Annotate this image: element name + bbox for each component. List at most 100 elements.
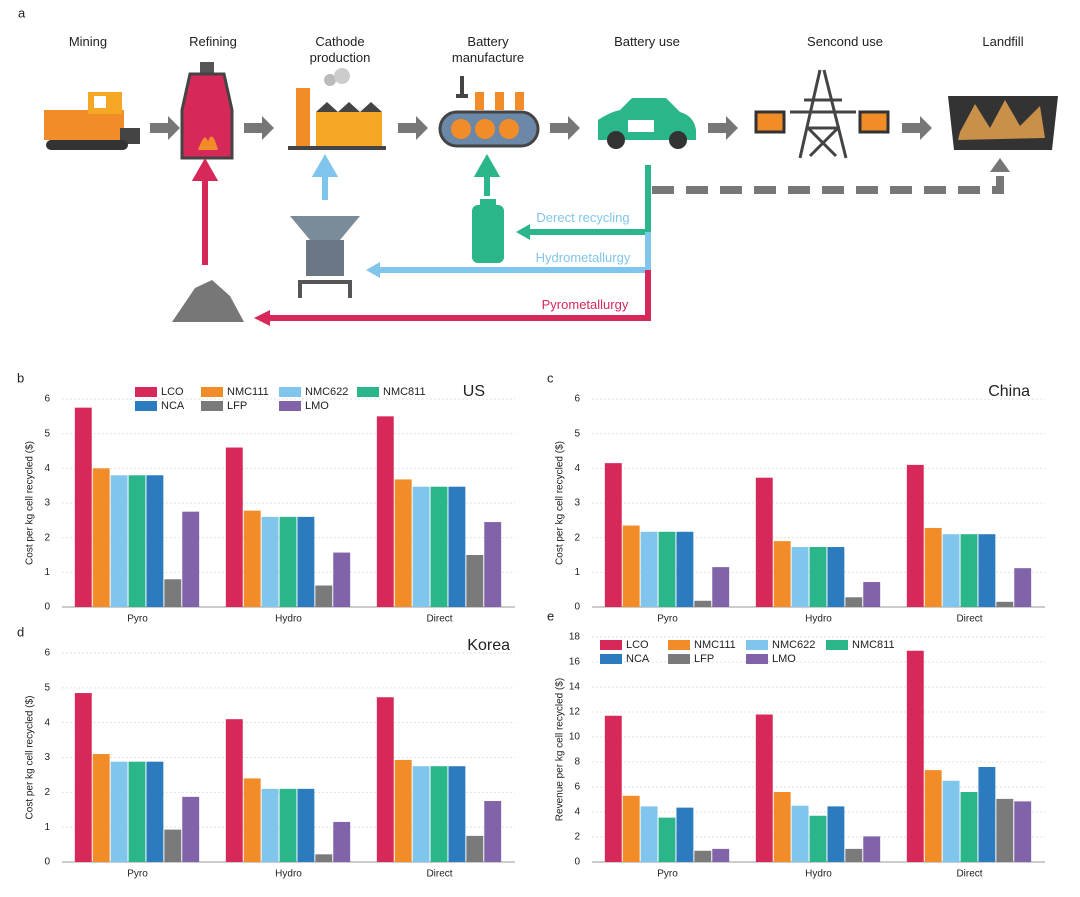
bar [996,798,1014,862]
y-tick-label: 2 [574,532,580,543]
bar [924,527,942,607]
refining-icon [180,62,234,160]
bar [74,407,92,607]
bar [773,792,791,862]
legend-swatch [357,387,379,397]
legend-swatch [600,640,622,650]
manufacture-icon [438,76,540,148]
x-tick-label: Direct [426,614,452,625]
bar [376,416,394,607]
y-tick-label: 4 [44,717,50,728]
y-tick-label: 18 [569,632,581,643]
bar [333,821,351,862]
bar [622,795,640,862]
bar [164,579,182,607]
bar [978,534,996,607]
bar [845,848,863,862]
route-label: Derect recycling [536,210,630,225]
bar [791,805,809,862]
stage-label: Battery use [614,34,680,49]
bar [92,468,110,607]
bar [146,475,164,607]
bar [297,788,315,862]
legend-label: LCO [161,386,184,398]
x-tick-label: Direct [426,869,452,880]
legend-label: LMO [305,400,329,412]
stage-label: Landfill [982,34,1024,49]
legend-label: NMC111 [227,386,269,398]
y-tick-label: 2 [574,832,580,843]
legend-swatch [600,654,622,664]
bar [942,780,960,862]
bar [110,761,128,862]
legend-label: NCA [161,400,185,412]
bar [430,766,448,862]
legend-label: LFP [227,400,247,412]
y-tick-label: 1 [574,567,580,578]
bar [960,792,978,862]
bar [412,766,430,862]
bar [466,835,484,862]
bar [376,697,394,862]
bar [315,585,333,607]
bar [146,761,164,862]
bar [297,516,315,607]
bar [243,778,261,862]
y-tick-label: 10 [569,732,581,743]
legend-label: NMC111 [694,639,736,651]
landfill-route [652,170,1004,194]
legend-swatch [135,401,157,411]
stage-label: Mining [68,34,108,49]
cathode-factory-icon [288,68,386,150]
bar [978,767,996,862]
x-tick-label: Pyro [127,869,148,880]
legend-label: NMC622 [305,386,348,398]
y-tick-label: 0 [574,857,580,868]
arrow-head [366,262,380,278]
ore-icon [172,280,244,322]
bar [658,817,676,862]
route-label: Pyrometallurgy [541,297,629,312]
y-tick-label: 0 [44,602,50,613]
legend-swatch [746,640,768,650]
x-tick-label: Pyro [657,614,678,625]
y-axis-label: Cost per kg cell recycled ($) [555,441,566,565]
bar [676,531,694,607]
arrow-head [254,310,270,326]
bar [92,754,110,862]
bar [315,854,333,862]
legend-swatch [668,654,690,664]
y-axis-label: Cost per kg cell recycled ($) [25,696,36,820]
bar [261,788,279,862]
bar [279,516,297,607]
legend-swatch [279,401,301,411]
bar [960,534,978,607]
arrow-head [516,224,530,240]
bar [827,806,845,862]
y-tick-label: 6 [44,648,50,659]
panel-label: b [17,370,24,385]
bar [164,829,182,862]
second-use-icon [754,69,890,159]
legend-swatch [746,654,768,664]
y-tick-label: 3 [44,498,50,509]
bar [809,815,827,862]
y-tick-label: 2 [44,787,50,798]
legend-swatch [201,401,223,411]
pyro-route [268,270,651,321]
bar [773,541,791,607]
stage-label: Sencond use [807,34,883,49]
bar [604,715,622,862]
bar [809,547,827,607]
bar [448,766,466,862]
x-tick-label: Pyro [127,614,148,625]
bar [996,601,1014,607]
y-tick-label: 0 [574,602,580,613]
bar [755,477,773,607]
route-label: Hydrometallurgy [535,250,631,265]
legend-label: NCA [626,653,650,665]
x-tick-label: Direct [956,614,982,625]
bar [863,836,881,862]
